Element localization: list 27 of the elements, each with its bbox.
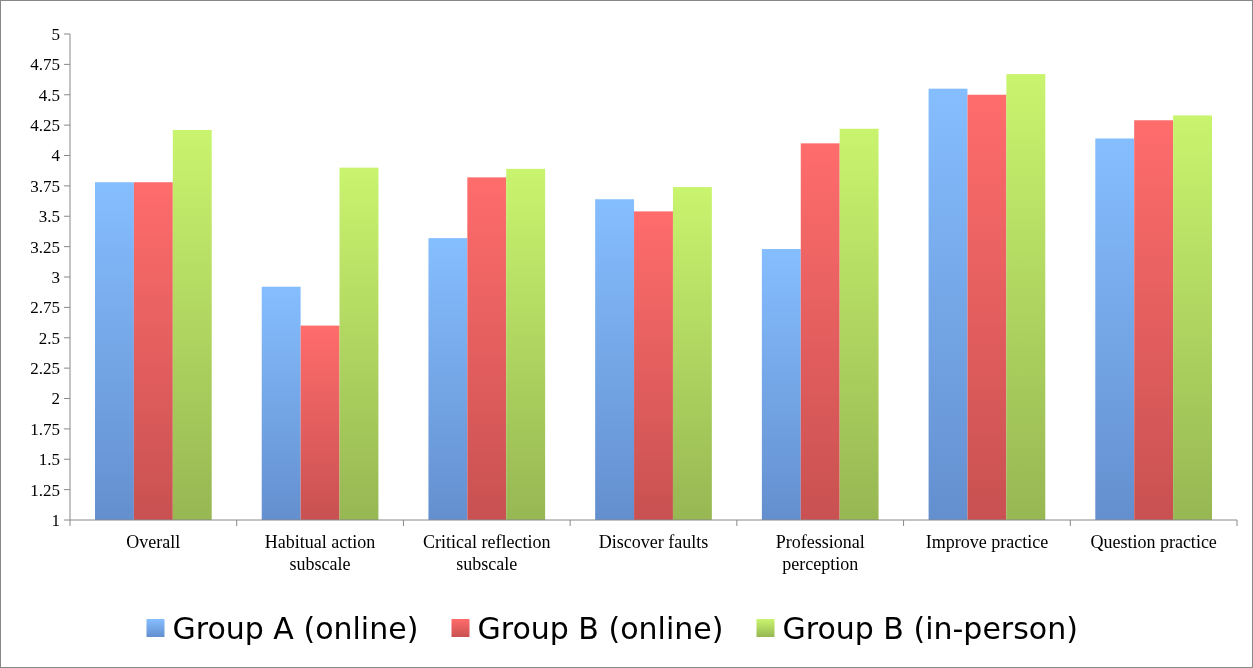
y-tick-label: 2.5 [38,328,60,348]
legend-label: Group B (in-person) [782,610,1078,646]
y-tick-label: 4.25 [30,116,60,136]
y-tick-label: 3.75 [30,176,60,196]
y-tick-label: 4.5 [38,85,60,105]
y-tick-label: 1.5 [38,450,60,470]
x-tick-label: Question practice [1090,532,1217,552]
y-tick-label: 1.75 [30,419,60,439]
x-tick-label: Professional perception [775,532,865,574]
x-tick-label: Overall [126,532,181,552]
legend-label: Group B (online) [477,610,724,646]
y-tick-label: 2.25 [30,359,60,379]
x-tick-label: Habitual action subscale [264,532,376,574]
y-tick-label: 2.75 [30,298,60,318]
x-tick-label: Improve practice [925,532,1049,552]
legend-label: Group A (online) [172,610,419,646]
y-tick-label: 4 [51,146,61,166]
y-tick-label: 3.25 [30,237,60,257]
y-tick-label: 2 [51,389,60,409]
y-tick-label: 4.75 [30,55,60,75]
y-tick-label: 1 [51,510,60,530]
y-tick-label: 5 [51,24,60,44]
x-tick-label: Critical reflection subscale [423,532,551,574]
y-tick-label: 3 [51,267,60,287]
x-tick-label: Discover faults [598,532,709,552]
y-tick-label: 1.25 [30,480,60,500]
y-tick-label: 3.5 [38,207,60,227]
